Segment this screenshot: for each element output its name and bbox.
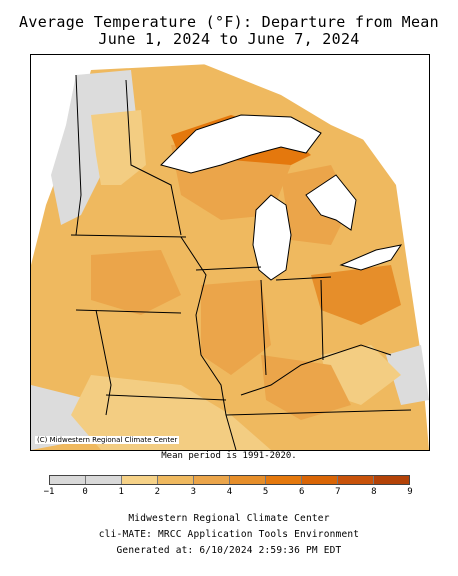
zone-warm-illinois xyxy=(201,280,271,375)
legend-swatch-2 xyxy=(122,476,158,484)
legend-tick: 1 xyxy=(118,487,124,497)
temperature-departure-map xyxy=(30,54,430,451)
zone-warm-iowa xyxy=(91,250,181,315)
lake-huron xyxy=(305,174,357,231)
legend-tick: 9 xyxy=(407,487,413,497)
legend-swatch-7 xyxy=(302,476,338,484)
legend-tick: 6 xyxy=(298,487,305,497)
legend-tick: 3 xyxy=(190,487,197,497)
boundary-minnesota-west xyxy=(75,74,82,236)
zone-1-2-south xyxy=(71,375,271,450)
boundary-indiana-ohio xyxy=(320,279,324,361)
footer-tool: cli-MATE: MRCC Application Tools Environ… xyxy=(98,529,360,540)
color-legend xyxy=(49,475,410,485)
legend-tick: 2 xyxy=(154,487,161,497)
legend-swatch-0 xyxy=(50,476,86,484)
zone-warm-ohio xyxy=(311,265,401,325)
footer-org: Midwestern Regional Climate Center xyxy=(128,513,330,524)
canada-region xyxy=(201,63,429,165)
map-canvas xyxy=(31,63,429,450)
boundary-wisconsin-illinois xyxy=(195,266,262,271)
zone-light-northwest xyxy=(51,70,136,225)
lake-erie xyxy=(339,244,403,271)
footer-generated: Generated at: 6/10/2024 2:59:36 PM EDT xyxy=(116,545,342,556)
legend-swatch-5 xyxy=(230,476,266,484)
legend-tick: 7 xyxy=(335,487,341,497)
legend-swatch-3 xyxy=(158,476,194,484)
legend-swatch-9 xyxy=(374,476,409,484)
boundary-kentucky-tennessee xyxy=(225,409,412,416)
legend-tick: 8 xyxy=(371,487,377,497)
boundary-iowa-north xyxy=(70,234,187,238)
boundary-michigan-indiana xyxy=(275,276,332,281)
zone-1-2-northwest xyxy=(91,110,146,185)
map-title-line1: Average Temperature (°F): Departure from… xyxy=(19,13,439,31)
boundary-illinois-indiana xyxy=(260,279,267,376)
zone-light-southeast xyxy=(386,345,429,405)
legend-tick: 5 xyxy=(262,487,269,497)
legend-tick: 4 xyxy=(226,487,233,497)
boundary-ohio-river xyxy=(240,344,392,396)
boundary-missouri-west xyxy=(95,309,112,416)
state-boundaries xyxy=(70,74,412,450)
lake-michigan xyxy=(252,194,292,281)
legend-tick: −1 xyxy=(43,487,55,497)
map-title-line2: June 1, 2024 to June 7, 2024 xyxy=(98,30,360,48)
legend-ticks: −1 0 1 2 3 4 5 6 7 8 9 xyxy=(44,487,413,499)
zone-warm-kentucky xyxy=(261,355,351,420)
mean-period-note: Mean period is 1991-2020. xyxy=(161,451,297,461)
lake-superior xyxy=(160,114,322,174)
boundary-minnesota-wisconsin xyxy=(125,79,182,236)
map-credit: (C) Midwestern Regional Climate Center xyxy=(35,436,180,444)
legend-swatch-6 xyxy=(266,476,302,484)
legend-tick: 0 xyxy=(82,487,88,497)
boundary-iowa-south xyxy=(75,309,182,314)
legend-swatch-1 xyxy=(86,476,122,484)
legend-swatch-8 xyxy=(338,476,374,484)
legend-swatch-4 xyxy=(194,476,230,484)
boundary-missouri-south xyxy=(105,394,227,401)
